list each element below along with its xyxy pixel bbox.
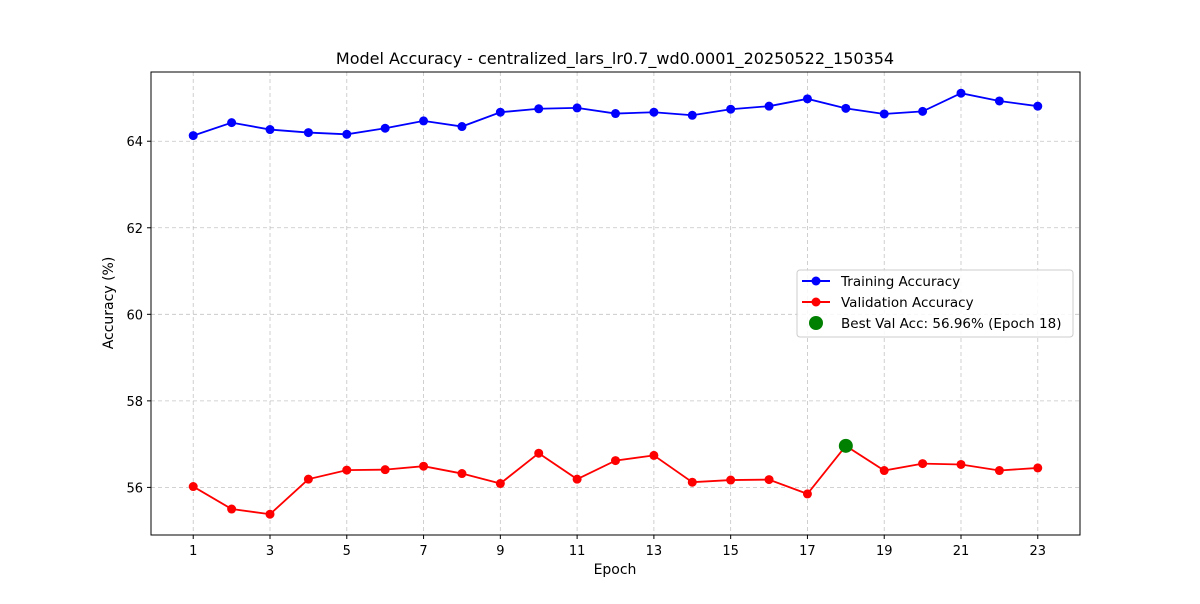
validation-point <box>265 509 275 519</box>
y-tick-label: 56 <box>126 481 143 496</box>
validation-point <box>611 456 620 466</box>
training-point <box>879 109 889 119</box>
validation-point <box>687 477 697 487</box>
training-point <box>457 122 467 132</box>
validation-point <box>918 459 928 469</box>
validation-point <box>419 461 429 471</box>
y-tick-label: 58 <box>126 395 143 410</box>
training-point <box>342 129 352 139</box>
x-tick-label: 23 <box>1029 544 1046 559</box>
x-tick-label: 13 <box>646 544 663 559</box>
validation-point <box>994 466 1004 476</box>
training-point <box>802 94 812 104</box>
training-point <box>265 125 275 135</box>
training-point <box>227 118 237 128</box>
x-tick-label: 1 <box>189 544 197 559</box>
legend-validation-marker <box>811 297 821 307</box>
x-tick-label: 3 <box>266 544 274 559</box>
validation-point <box>726 475 736 485</box>
training-point <box>726 104 736 114</box>
training-point <box>303 128 313 138</box>
training-point <box>687 110 697 120</box>
validation-point <box>342 465 352 475</box>
training-point <box>572 103 582 113</box>
training-point <box>1033 101 1043 111</box>
validation-point <box>764 475 774 485</box>
plot-frame <box>150 71 1081 536</box>
training-point <box>611 109 620 119</box>
training-point <box>956 88 966 98</box>
validation-point <box>649 450 659 460</box>
x-tick-label: 15 <box>722 544 739 559</box>
training-point <box>764 101 774 111</box>
training-point <box>419 116 429 126</box>
x-tick-label: 5 <box>343 544 351 559</box>
validation-point <box>188 482 198 492</box>
legend-training-label: Training Accuracy <box>840 274 960 290</box>
validation-point <box>495 479 505 489</box>
training-point <box>841 103 851 113</box>
training-point <box>188 131 198 141</box>
grid-layer <box>151 72 1080 535</box>
validation-point <box>380 465 390 475</box>
legend-validation-label: Validation Accuracy <box>841 295 974 311</box>
training-point <box>994 96 1004 106</box>
legend-best-marker <box>809 316 823 330</box>
x-tick-label: 19 <box>876 544 893 559</box>
validation-point <box>879 466 889 476</box>
validation-point <box>956 459 966 469</box>
validation-point <box>227 504 237 514</box>
y-tick-label: 62 <box>126 222 143 237</box>
x-tick-label: 7 <box>419 544 427 559</box>
validation-point <box>1033 463 1043 473</box>
legend-best-label: Best Val Acc: 56.96% (Epoch 18) <box>841 316 1061 332</box>
legend-training-marker <box>811 276 821 286</box>
x-tick-label: 11 <box>569 544 586 559</box>
training-point <box>495 107 505 117</box>
validation-point <box>457 469 467 479</box>
validation-point <box>572 474 582 484</box>
best-val-point <box>838 438 853 453</box>
x-tick-label: 9 <box>496 544 504 559</box>
legend: Training Accuracy Validation Accuracy Be… <box>796 269 1074 338</box>
y-tick-label: 64 <box>126 135 143 150</box>
validation-point <box>303 474 313 484</box>
chart-title: Model Accuracy - centralized_lars_lr0.7_… <box>336 49 894 69</box>
legend-frame <box>796 269 1074 338</box>
training-point <box>380 123 390 133</box>
training-point <box>918 106 928 116</box>
x-tick-label: 17 <box>799 544 816 559</box>
y-axis-label: Accuracy (%) <box>101 257 117 350</box>
series-layer <box>188 88 1043 519</box>
y-tick-label: 60 <box>126 308 143 323</box>
validation-point <box>802 489 812 499</box>
validation-point <box>534 448 544 458</box>
x-tick-label: 21 <box>953 544 970 559</box>
training-point <box>534 104 544 114</box>
x-axis-label: Epoch <box>594 562 637 578</box>
training-point <box>649 107 659 117</box>
